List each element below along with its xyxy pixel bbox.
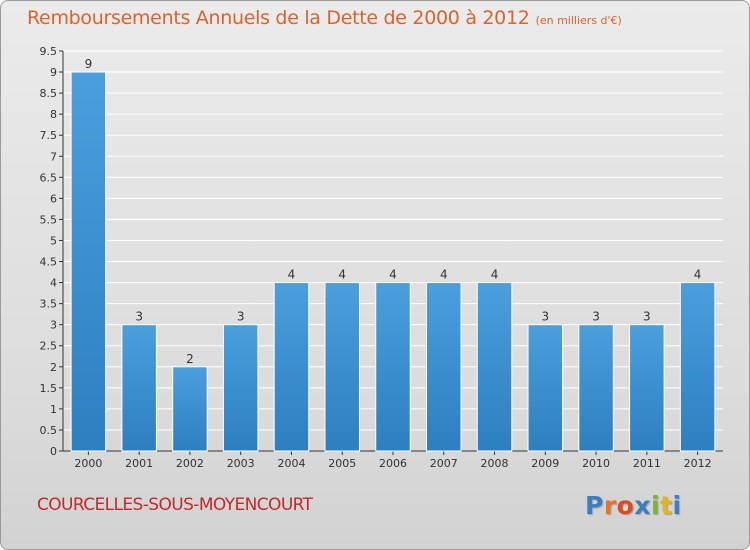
- bar-2010: [578, 324, 614, 452]
- y-tick-label: 9: [50, 66, 57, 79]
- data-label-2004: 4: [288, 268, 296, 282]
- data-label-2010: 3: [592, 310, 600, 324]
- data-label-2008: 4: [491, 268, 499, 282]
- logo-letter: x: [634, 491, 651, 520]
- y-tick-label: 3.5: [40, 298, 58, 311]
- bar-2001: [121, 324, 157, 452]
- logo-letter: i: [672, 491, 682, 520]
- x-tick-label-2008: 2008: [481, 457, 509, 470]
- data-label-2003: 3: [237, 310, 245, 324]
- bar-2004: [273, 282, 310, 452]
- bars: [70, 71, 716, 452]
- y-tick-label: 8.5: [40, 87, 58, 100]
- bar-2000: [70, 71, 107, 452]
- y-tick-label: 6.5: [40, 171, 58, 184]
- bar-2011: [629, 324, 665, 452]
- data-label-2007: 4: [440, 268, 448, 282]
- y-tick-label: 2.5: [40, 340, 58, 353]
- bar-2012: [679, 282, 716, 452]
- y-tick-label: 8: [50, 108, 57, 121]
- y-tick-label: 4: [50, 277, 57, 290]
- y-tick-labels: 0 0.5 1 1.5 2 2.5 3 3.5 4 4.5 5 5.5 6 6.5 7 7.5 8 8.5 9 9.5: [40, 45, 58, 458]
- proxiti-logo: Proxiti: [585, 491, 682, 520]
- data-labels: 9 3 2 3 4 4 4 4 4 3 3 3 4: [85, 57, 702, 366]
- data-label-2006: 4: [389, 268, 397, 282]
- bar-2002: [172, 366, 208, 452]
- x-tick-label-2005: 2005: [328, 457, 356, 470]
- title-unit: (en milliers d'€): [535, 14, 622, 27]
- x-tick-label-2007: 2007: [430, 457, 458, 470]
- y-tick-label: 3: [50, 319, 57, 332]
- data-label-2005: 4: [338, 268, 346, 282]
- x-tick-label-2002: 2002: [176, 457, 204, 470]
- y-tick-label: 9.5: [40, 45, 58, 58]
- title-text: Remboursements Annuels de la Dette de 20…: [27, 7, 530, 29]
- x-tick-label-2006: 2006: [379, 457, 407, 470]
- bar-2003: [222, 324, 259, 452]
- y-tick-label: 7: [50, 150, 57, 163]
- x-tick-label-2009: 2009: [531, 457, 559, 470]
- y-tick-label: 1: [50, 403, 57, 416]
- logo-letter: o: [616, 491, 635, 520]
- y-tick-label: 5: [50, 234, 57, 247]
- y-tick-label: 0.5: [40, 424, 58, 437]
- x-tick-label-2001: 2001: [125, 457, 153, 470]
- data-label-2009: 3: [541, 310, 549, 324]
- y-tick-label: 7.5: [40, 129, 58, 142]
- x-tick-label-2011: 2011: [633, 457, 661, 470]
- x-tick-label-2003: 2003: [227, 457, 255, 470]
- y-tick-label: 1.5: [40, 382, 58, 395]
- x-tick-label-2010: 2010: [582, 457, 610, 470]
- bar-2007: [426, 282, 462, 452]
- y-tick-label: 2: [50, 361, 57, 374]
- data-label-2001: 3: [135, 310, 143, 324]
- logo-letter: t: [660, 491, 673, 520]
- data-label-2000: 9: [85, 57, 93, 71]
- x-tick-labels: 2000 2001 2002 2003 2004 2005 2006 2007 2008 2009…: [74, 457, 711, 470]
- x-tick-label-2000: 2000: [74, 457, 102, 470]
- x-tick-label-2004: 2004: [277, 457, 305, 470]
- data-label-2011: 3: [643, 310, 651, 324]
- y-tick-label: 4.5: [40, 256, 58, 269]
- logo-letter: P: [585, 491, 604, 520]
- y-tick-label: 0: [50, 445, 57, 458]
- bar-2009: [527, 324, 564, 452]
- y-tick-label: 6: [50, 192, 57, 205]
- bar-2005: [324, 282, 360, 452]
- logo-letter: i: [651, 491, 661, 520]
- x-tick-label-2012: 2012: [684, 457, 712, 470]
- bar-2008: [476, 282, 513, 452]
- data-label-2012: 4: [694, 268, 702, 282]
- commune-name: COURCELLES-SOUS-MOYENCOURT: [37, 495, 313, 515]
- logo-letter: r: [603, 491, 617, 520]
- bar-2006: [375, 282, 411, 452]
- chart-title: Remboursements Annuels de la Dette de 20…: [27, 7, 622, 29]
- data-label-2002: 2: [186, 352, 194, 366]
- y-tick-label: 5.5: [40, 213, 58, 226]
